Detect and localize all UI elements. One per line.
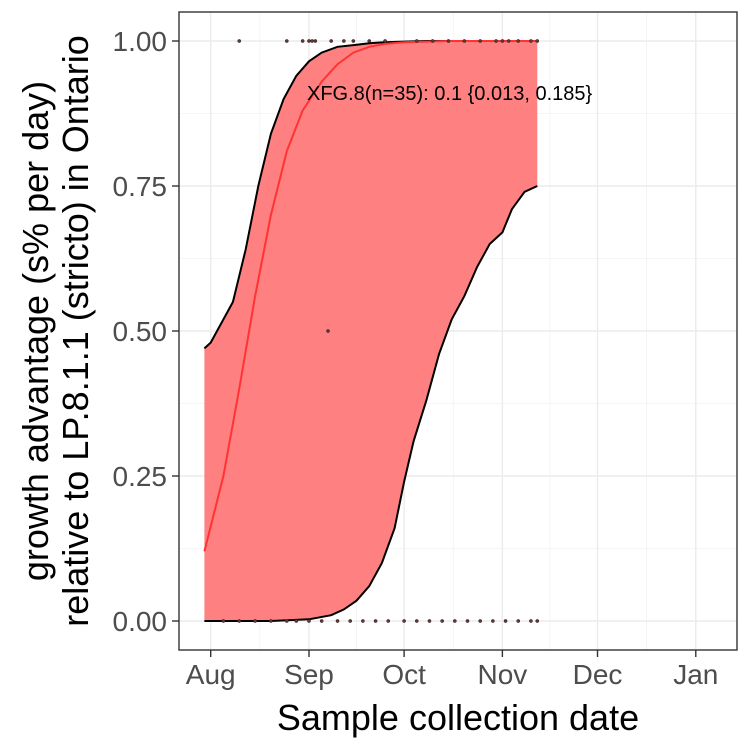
observation-point xyxy=(506,39,511,43)
observation-point xyxy=(446,39,451,43)
x-tick-label-1: Sep xyxy=(284,659,334,690)
observation-points xyxy=(221,39,540,623)
x-tick-label-5: Jan xyxy=(673,659,718,690)
observation-point xyxy=(414,39,419,43)
observation-point xyxy=(500,39,505,43)
y-axis: 0.00 0.25 0.50 0.75 1.00 xyxy=(113,26,179,637)
observation-point xyxy=(294,619,299,623)
y-tick-label-4: 1.00 xyxy=(113,26,168,57)
observation-point xyxy=(529,619,533,623)
observation-point xyxy=(427,619,432,623)
observation-point xyxy=(361,619,365,623)
observation-point xyxy=(307,619,311,623)
x-tick-label-4: Dec xyxy=(573,659,623,690)
y-axis-title-line1: growth advantage (s% per day) xyxy=(15,81,56,581)
y-tick-label-2: 0.50 xyxy=(113,316,168,347)
y-tick-label-0: 0.00 xyxy=(113,606,168,637)
observation-point xyxy=(462,39,467,43)
observation-point xyxy=(430,39,435,43)
observation-point xyxy=(351,39,356,43)
y-tick-label-1: 0.25 xyxy=(113,461,168,492)
observation-point xyxy=(535,619,540,623)
y-axis-title-line2: relative to LP.8.1.1 (stricto) in Ontari… xyxy=(55,35,96,627)
observation-point xyxy=(386,619,391,623)
observation-point xyxy=(253,619,257,623)
observation-point xyxy=(491,619,495,623)
observation-point xyxy=(452,619,457,623)
observation-point xyxy=(478,39,483,43)
x-tick-label-2: Oct xyxy=(382,659,426,690)
lower-bound-line xyxy=(204,185,538,622)
x-tick-label-3: Nov xyxy=(477,659,527,690)
observation-point xyxy=(319,619,324,623)
observation-point xyxy=(284,619,289,623)
observation-point xyxy=(367,39,372,43)
annotation-label: XFG.8(n=35): 0.1 {0.013, 0.185} xyxy=(307,83,593,105)
observation-point xyxy=(335,619,340,623)
observation-point xyxy=(326,329,330,333)
observation-point xyxy=(221,619,226,623)
observation-point xyxy=(529,39,533,43)
observation-point xyxy=(373,619,378,623)
observation-point xyxy=(503,619,508,623)
observation-point xyxy=(329,39,334,43)
observation-point xyxy=(313,39,318,43)
x-axis: Aug Sep Oct Nov Dec Jan xyxy=(186,650,718,690)
observation-point xyxy=(237,39,242,43)
observation-point xyxy=(465,619,470,623)
observation-point xyxy=(535,39,540,43)
x-tick-label-0: Aug xyxy=(186,659,236,690)
observation-point xyxy=(310,39,315,43)
observation-point xyxy=(348,619,353,623)
observation-point xyxy=(516,39,521,43)
fit-line xyxy=(203,40,538,552)
observation-point xyxy=(478,619,483,623)
observation-point xyxy=(237,619,242,623)
observation-point xyxy=(300,39,305,43)
y-tick-label-3: 0.75 xyxy=(113,171,168,202)
x-axis-title: Sample collection date xyxy=(277,697,639,738)
observation-point xyxy=(414,619,419,623)
confidence-ribbon xyxy=(204,41,538,621)
observation-point xyxy=(284,39,289,43)
observation-point xyxy=(494,39,498,43)
observation-point xyxy=(342,39,346,43)
observation-point xyxy=(402,619,406,623)
observation-point xyxy=(269,619,273,623)
observation-point xyxy=(516,619,521,623)
observation-point xyxy=(440,619,444,623)
observation-point xyxy=(383,39,387,43)
observation-point xyxy=(307,39,311,43)
